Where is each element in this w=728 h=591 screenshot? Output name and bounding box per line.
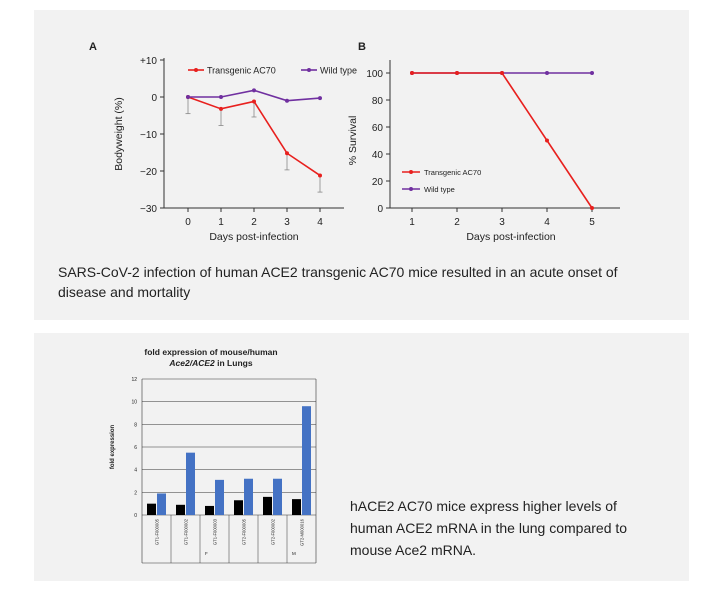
y-tick-label: −20 [140,167,157,178]
y-tick-label: 0 [151,93,157,104]
x-category-label: GT2-M000016 [300,518,305,546]
legend-marker [307,68,311,72]
data-point [186,95,190,99]
data-point [285,98,289,103]
bar-human-ace2 [215,479,224,515]
data-point [252,88,256,93]
bar-mouse-ace2 [263,496,272,515]
chart-title-line2: Ace2/ACE2 in Lungs [168,358,252,368]
legend-marker [409,170,413,174]
y-tick-label: 20 [372,177,384,188]
data-point [590,206,594,210]
data-point [285,151,289,156]
x-axis-title: Days post-infection [466,231,555,243]
bar-mouse-ace2 [205,505,214,515]
data-point [252,99,256,104]
legend-marker [194,68,198,72]
data-point [455,71,459,75]
bar-mouse-ace2 [147,503,156,515]
bar-human-ace2 [244,478,253,515]
x-tick-label: 4 [544,217,550,228]
bar-mouse-ace2 [234,500,243,515]
ace2-expression-chart: fold expression of mouse/humanAce2/ACE2 … [110,347,317,564]
legend-marker [409,187,413,191]
bar-mouse-ace2 [176,504,185,515]
x-category-label: GT1-F000002 [184,518,189,545]
legend-label: Transgenic AC70 [424,168,481,177]
x-category-label: GT1-F000003 [213,518,218,545]
top-figure-panel: A +10 0 −10 −20 −30 0 1 2 3 4 Days post-infection Bo… [34,10,689,320]
data-point [318,173,322,178]
y-tick-label: 2 [134,490,137,496]
x-tick-label: 3 [284,217,290,228]
y-tick-label: 4 [134,468,137,474]
bodyweight-chart: A +10 0 −10 −20 −30 0 1 2 3 4 Days post-infection Bo… [89,41,357,243]
survival-chart: B 100 80 60 40 20 0 1 2 3 4 5 Days post-infection % S… [347,41,620,243]
y-tick-label: 0 [377,204,383,215]
x-category-label: GT2-F000005 [242,518,247,545]
group-marker: F [205,551,208,556]
chart-title-tissue: in Lungs [215,358,253,368]
y-tick-label: 12 [131,377,137,383]
panel-label-a: A [89,41,97,53]
bar-human-ace2 [157,493,166,515]
data-point [410,71,414,75]
bar-human-ace2 [186,452,195,515]
x-tick-label: 1 [218,217,224,228]
x-tick-label: 2 [251,217,257,228]
bottom-figure-caption: hACE2 AC70 mice express higher levels of… [350,498,628,558]
data-point [545,138,549,143]
chart-title-line1: fold expression of mouse/human [144,347,277,357]
bottom-figure-panel: fold expression of mouse/human Ace2/ACE2 … [34,333,689,581]
data-point [590,71,594,75]
panel-label-b: B [358,41,366,53]
data-point [219,106,223,111]
y-axis-title: fold expression [110,424,116,469]
y-tick-label: −30 [140,204,157,215]
chart-title-gene: Ace2/ACE2 [168,358,215,368]
x-category-label: GT2-F000002 [271,518,276,545]
legend-label: Wild type [320,66,357,76]
y-tick-label: 100 [366,69,383,80]
x-tick-label: 1 [409,217,415,228]
y-tick-label: −10 [140,130,157,141]
x-axis-title: Days post-infection [209,231,298,243]
x-tick-label: 0 [185,217,191,228]
x-tick-label: 4 [317,217,323,228]
y-tick-label: 10 [131,400,137,406]
y-tick-label: +10 [140,56,157,67]
y-axis-title: % Survival [347,116,359,166]
y-tick-label: 80 [372,96,384,107]
x-tick-label: 2 [454,217,460,228]
data-point [500,71,504,75]
group-marker: M [292,551,296,556]
top-figure-caption: SARS-CoV-2 infection of human ACE2 trans… [58,264,618,300]
bar-mouse-ace2 [292,499,301,515]
y-tick-label: 0 [134,513,137,519]
legend-label: Wild type [424,185,455,194]
y-axis-title: Bodyweight (%) [113,97,125,171]
data-point [545,71,549,75]
bar-human-ace2 [302,406,311,515]
y-tick-label: 60 [372,123,384,134]
data-point [318,96,322,101]
legend-label: Transgenic AC70 [207,66,276,76]
x-tick-label: 3 [499,217,505,228]
x-tick-label: 5 [589,217,595,228]
y-tick-label: 8 [134,422,137,428]
x-category-label: GT1-F000005 [155,518,160,545]
data-point [219,95,223,99]
y-tick-label: 40 [372,150,384,161]
bar-human-ace2 [273,478,282,515]
y-tick-label: 6 [134,445,137,451]
